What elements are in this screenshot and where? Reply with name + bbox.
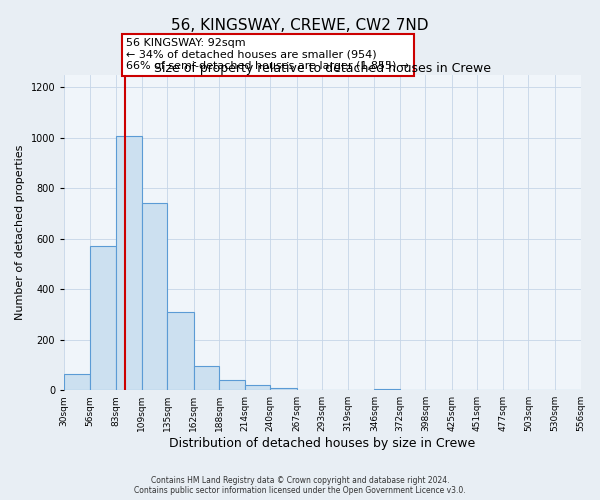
Y-axis label: Number of detached properties: Number of detached properties [15,144,25,320]
Bar [64,374,90,390]
Bar [142,204,167,390]
Bar [194,366,219,390]
Title: Size of property relative to detached houses in Crewe: Size of property relative to detached ho… [154,62,491,74]
Bar [374,389,400,390]
Text: 56, KINGSWAY, CREWE, CW2 7ND: 56, KINGSWAY, CREWE, CW2 7ND [171,18,429,32]
Text: Contains HM Land Registry data © Crown copyright and database right 2024.
Contai: Contains HM Land Registry data © Crown c… [134,476,466,495]
Bar [245,385,271,390]
Bar [167,312,194,390]
Bar [90,246,116,390]
Bar [219,380,245,390]
Bar [116,136,142,390]
Text: 56 KINGSWAY: 92sqm
← 34% of detached houses are smaller (954)
66% of semi-detach: 56 KINGSWAY: 92sqm ← 34% of detached hou… [126,38,409,72]
Bar [271,388,297,390]
X-axis label: Distribution of detached houses by size in Crewe: Distribution of detached houses by size … [169,437,475,450]
